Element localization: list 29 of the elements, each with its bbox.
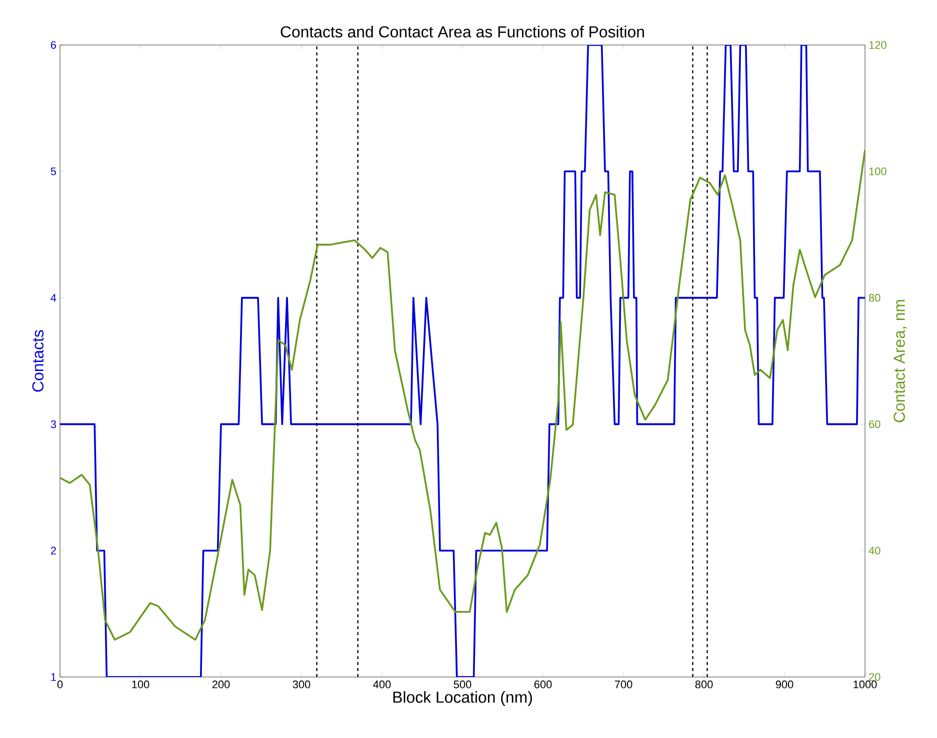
x-tick-label: 400: [373, 680, 391, 688]
line-series: [60, 44, 866, 677]
y-tick-label: 2: [50, 546, 56, 554]
x-tick-label: 1000: [854, 680, 877, 688]
chart-title: Contacts and Contact Area as Functions of Position: [280, 26, 644, 38]
x-tick-label: 200: [212, 680, 230, 688]
y-tick-label: 5: [50, 168, 56, 176]
x-axis-title: Block Location (nm): [393, 691, 532, 706]
y2-axis-title: Contact Area, nm: [894, 300, 907, 422]
y2-tick-label: 120: [869, 41, 886, 49]
y2-tick-label: 60: [869, 420, 880, 428]
y2-tick-label: 40: [868, 546, 880, 554]
line-series: [60, 149, 866, 641]
y-tick-label: 1: [51, 673, 56, 681]
x-tick-label: 300: [292, 680, 310, 688]
x-tick-label: 0: [57, 680, 63, 688]
y2-tick-label: 80: [869, 294, 880, 302]
x-tick-label: 100: [132, 680, 150, 688]
y-tick-label: 4: [50, 294, 56, 302]
y-tick-label: 3: [50, 420, 56, 428]
y2-tick-label: 100: [869, 168, 886, 176]
y-axis-title: Contacts: [32, 330, 44, 392]
x-tick-label: 500: [454, 680, 472, 688]
x-tick-label: 800: [695, 680, 713, 688]
x-tick-label: 900: [776, 680, 794, 688]
x-tick-label: 700: [614, 680, 632, 688]
y-tick-label: 6: [50, 41, 56, 49]
y2-tick-label: 20: [869, 673, 880, 681]
x-tick-label: 600: [534, 680, 552, 688]
